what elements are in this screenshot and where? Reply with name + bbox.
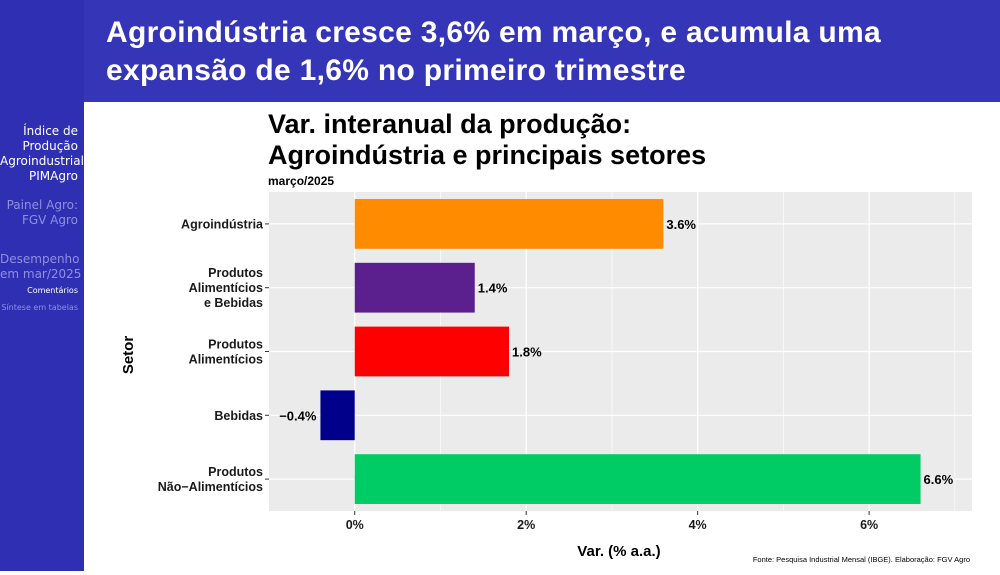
nav-item-line: Índice de: [23, 124, 78, 138]
data-label: 3.6%: [666, 217, 696, 232]
bar: [354, 454, 921, 504]
data-label: 6.6%: [924, 472, 954, 487]
nav-section-line: Desempenho: [0, 252, 80, 266]
data-label: −0.4%: [279, 408, 317, 423]
category-label: Bebidas: [214, 409, 263, 423]
nav-section-line: em mar/2025: [0, 267, 82, 281]
nav-subitem-comentarios[interactable]: Comentários: [0, 284, 84, 297]
nav-item-pimagro[interactable]: Índice de Produção Agroindustrial PIMAgr…: [0, 124, 84, 184]
x-axis: 0% 2% 4% 6%: [346, 511, 878, 532]
chart-title-line-1: Var. interanual da produção:: [268, 109, 631, 139]
category-label: Agroindústria: [181, 217, 264, 231]
bar: [320, 390, 355, 441]
slide-header: Agroindústria cresce 3,6% em março, e ac…: [84, 0, 1000, 102]
sidebar: Índice de Produção Agroindustrial PIMAgr…: [0, 0, 84, 571]
y-axis-label: Setor: [120, 336, 137, 375]
x-tick-label: 6%: [860, 518, 878, 532]
nav-subitem-label: Síntese em tabelas: [1, 303, 78, 312]
slide-title: Agroindústria cresce 3,6% em março, e ac…: [106, 14, 986, 90]
source-note: Fonte: Pesquisa Industrial Mensal (IBGE)…: [753, 555, 970, 564]
nav-section-line: FGV Agro: [21, 213, 78, 227]
nav-subitem-label: Comentários: [27, 286, 78, 295]
bar: [354, 199, 664, 249]
bar-chart: Var. interanual da produção: Agroindústr…: [120, 109, 972, 564]
nav-item-line: PIMAgro: [29, 169, 78, 183]
x-axis-label: Var. (% a.a.): [577, 543, 660, 560]
data-label: 1.8%: [512, 345, 542, 360]
x-tick-label: 2%: [517, 518, 535, 532]
x-tick-label: 0%: [346, 518, 364, 532]
category-labels: Agroindústria Produtos Alimentícios e Bebid…: [158, 217, 269, 494]
x-tick-label: 4%: [689, 518, 707, 532]
data-label: 1.4%: [478, 281, 508, 296]
nav-section-line: Painel Agro:: [6, 198, 78, 212]
nav-item-line: Produção: [22, 139, 78, 153]
chart-figure: Var. interanual da produção: Agroindústr…: [84, 102, 1000, 571]
chart-title-line-2: Agroindústria e principais setores: [268, 140, 706, 170]
nav-section-painel-agro[interactable]: Painel Agro: FGV Agro: [0, 198, 84, 228]
nav-item-line: Agroindustrial: [0, 154, 84, 168]
category-label: Produtos Não−Alimentícios: [158, 465, 263, 494]
category-label: Produtos Alimentícios e Bebidas: [189, 266, 263, 310]
nav-section-desempenho[interactable]: Desempenho em mar/2025: [0, 252, 84, 282]
nav-subitem-sintese[interactable]: Síntese em tabelas: [0, 301, 84, 314]
bar: [354, 326, 510, 377]
chart-subtitle: março/2025: [268, 174, 334, 188]
slide-title-line: expansão de 1,6% no primeiro trimestre: [106, 54, 686, 87]
bar: [354, 262, 475, 313]
category-label: Produtos Alimentícios: [189, 338, 263, 367]
slide-title-line: Agroindústria cresce 3,6% em março, e ac…: [106, 16, 882, 49]
bars: 3.6% 1.4% 1.8% −0.4% 6.6%: [279, 199, 954, 504]
sidebar-nav: Índice de Produção Agroindustrial PIMAgr…: [0, 124, 84, 314]
